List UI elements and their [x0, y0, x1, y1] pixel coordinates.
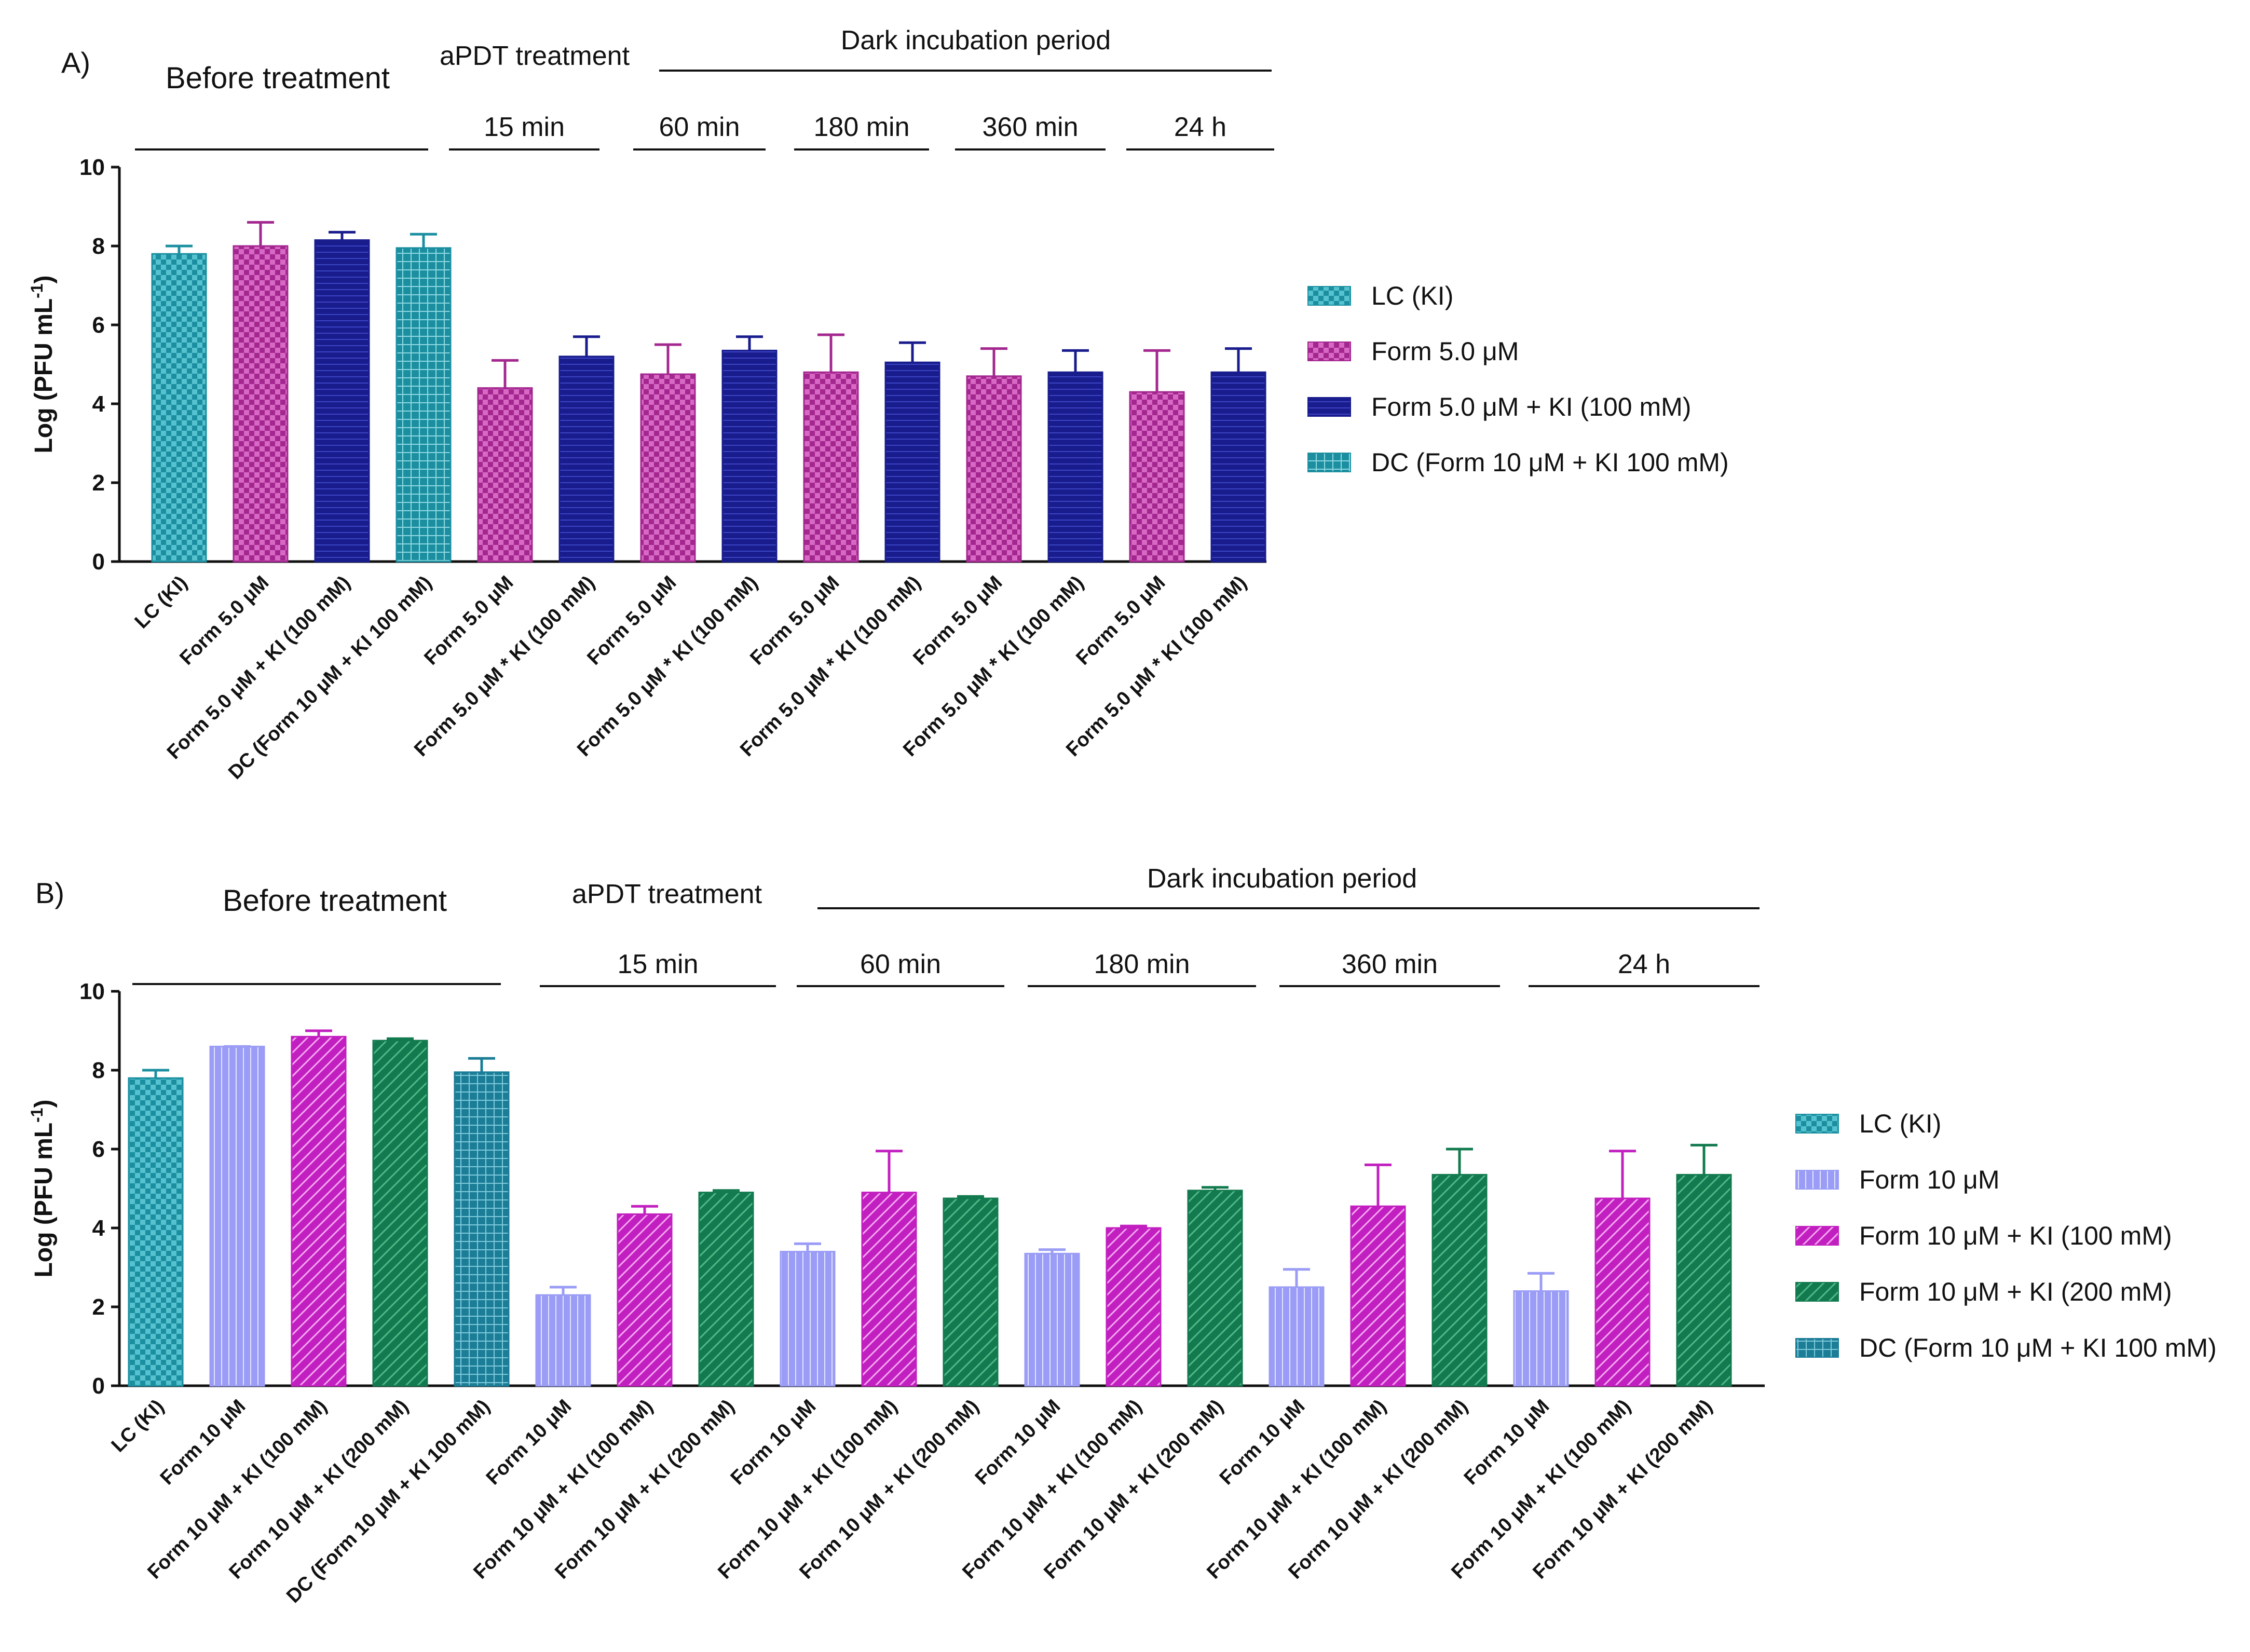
- legend-swatch: [1795, 1338, 1839, 1358]
- header-dark-incubation: Dark incubation period: [841, 25, 1111, 56]
- y-tick-label: 0: [92, 1373, 105, 1399]
- x-tick-label: Form 10 μM + KI (200 mM): [795, 1396, 983, 1583]
- header-apdt-treatment: aPDT treatment: [572, 879, 762, 909]
- legend-swatch: [1795, 1170, 1839, 1190]
- bar: [454, 1071, 510, 1387]
- x-tick-label: LC (KI): [107, 1396, 169, 1457]
- time-group-label: 24 h: [1618, 949, 1670, 979]
- legend-label: Form 10 μM + KI (200 mM): [1859, 1277, 2172, 1306]
- x-tick-label: LC (KI): [131, 572, 192, 633]
- bar: [1350, 1205, 1406, 1387]
- y-tick-label: 2: [92, 1294, 105, 1320]
- legend-label: Form 5.0 μM: [1371, 337, 1519, 366]
- header-before-treatment: Before treatment: [166, 61, 390, 95]
- x-tick-label: Form 10 μM + KI (200 mM): [1284, 1396, 1472, 1583]
- time-group-label: 60 min: [659, 112, 740, 142]
- y-tick-label: 6: [92, 312, 105, 338]
- panel-a: A) Before treatment aPDT treatment Dark inc…: [28, 25, 1729, 784]
- bar: [314, 239, 370, 563]
- y-tick-label: 10: [79, 979, 105, 1004]
- time-group-label: 360 min: [1342, 949, 1438, 979]
- legend-swatch: [1795, 1282, 1839, 1302]
- header-dark-incubation: Dark incubation period: [1147, 864, 1417, 894]
- y-tick-label: 4: [92, 1216, 105, 1241]
- bar: [1269, 1286, 1325, 1387]
- legend-swatch: [1795, 1226, 1839, 1246]
- y-tick-label: 6: [92, 1137, 105, 1162]
- time-group-label: 180 min: [814, 112, 910, 142]
- bar: [128, 1077, 184, 1387]
- bar: [1129, 391, 1185, 563]
- legend-label: LC (KI): [1371, 281, 1453, 310]
- legend-swatch: [1307, 342, 1351, 361]
- x-tick-label: Form 10 μM + KI (200 mM): [1040, 1396, 1228, 1583]
- bar: [558, 356, 615, 563]
- y-tick-label: 0: [92, 549, 105, 575]
- bar: [209, 1045, 265, 1387]
- y-axis-label-close: ): [30, 275, 58, 283]
- header-before-treatment: Before treatment: [223, 884, 447, 918]
- bar: [698, 1192, 754, 1387]
- bar: [535, 1294, 591, 1387]
- bar: [861, 1192, 917, 1387]
- bar: [966, 375, 1022, 563]
- bar: [233, 245, 289, 563]
- time-group-label: 360 min: [983, 112, 1079, 142]
- bar: [1431, 1173, 1488, 1387]
- bar: [640, 373, 696, 563]
- y-axis-label: Log (PFU mL-1): [28, 275, 58, 453]
- time-group-label: 15 min: [484, 112, 565, 142]
- legend-swatch: [1307, 286, 1351, 306]
- time-group-label: 15 min: [617, 949, 698, 979]
- header-apdt-treatment: aPDT treatment: [440, 41, 630, 71]
- panel-b: B) Before treatment aPDT treatment Dark inc…: [28, 864, 2217, 1607]
- bar: [617, 1213, 673, 1387]
- bar: [1187, 1190, 1243, 1387]
- y-axis-label-superscript: -1: [28, 1108, 46, 1122]
- legend-label: LC (KI): [1859, 1109, 1941, 1138]
- y-tick-label: 10: [79, 155, 105, 180]
- panel-label: B): [35, 877, 64, 909]
- bar: [372, 1040, 428, 1387]
- bar: [1676, 1173, 1732, 1387]
- bar: [943, 1197, 999, 1387]
- bar: [803, 371, 859, 563]
- bar: [477, 387, 533, 563]
- legend-swatch: [1307, 397, 1351, 417]
- legend-swatch: [1307, 453, 1351, 472]
- y-tick-label: 2: [92, 470, 105, 496]
- bar: [1594, 1197, 1651, 1387]
- bar: [1210, 371, 1266, 563]
- legend-label: DC (Form 10 μM + KI 100 mM): [1371, 448, 1729, 477]
- time-group-label: 180 min: [1094, 949, 1190, 979]
- bar: [1047, 371, 1103, 563]
- legend-swatch: [1795, 1114, 1839, 1134]
- bar: [884, 361, 940, 563]
- legend-label: DC (Form 10 μM + KI 100 mM): [1859, 1333, 2217, 1362]
- y-tick-label: 8: [92, 234, 105, 259]
- bar: [780, 1251, 836, 1387]
- bar: [1513, 1290, 1569, 1387]
- legend-label: Form 5.0 μM + KI (100 mM): [1371, 392, 1691, 421]
- bar: [151, 253, 207, 563]
- y-tick-label: 4: [92, 391, 105, 417]
- y-axis-label-superscript: -1: [28, 283, 46, 298]
- bar: [396, 247, 452, 563]
- legend-label: Form 10 μM: [1859, 1165, 2000, 1194]
- time-group-label: 60 min: [860, 949, 941, 979]
- x-tick-label: Form 10 μM + KI (200 mM): [1529, 1396, 1716, 1583]
- bar: [1024, 1252, 1080, 1387]
- time-group-label: 24 h: [1174, 112, 1226, 142]
- y-axis-label-close: ): [30, 1099, 58, 1108]
- panel-label: A): [61, 46, 90, 79]
- y-tick-label: 8: [92, 1058, 105, 1083]
- bar: [1106, 1227, 1162, 1387]
- legend-label: Form 10 μM + KI (100 mM): [1859, 1221, 2172, 1250]
- y-axis-label: Log (PFU mL-1): [28, 1099, 58, 1277]
- x-tick-label: Form 10 μM + KI (200 mM): [551, 1396, 739, 1583]
- bar: [291, 1035, 347, 1387]
- bar: [721, 349, 778, 563]
